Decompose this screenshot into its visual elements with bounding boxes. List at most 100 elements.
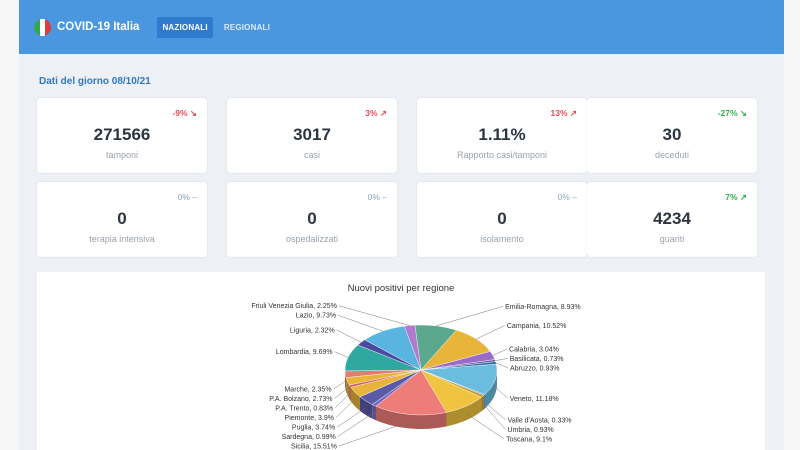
pie-label-lombardia: Lombardia, 9.69% bbox=[276, 349, 333, 356]
pie-label-lazio: Lazio, 9.73% bbox=[296, 313, 336, 320]
pie-label-valle-d-aosta: Valle d'Aosta, 0.33% bbox=[508, 417, 572, 424]
stat-delta: -9% ↘ bbox=[172, 108, 197, 119]
pie-label-leader bbox=[465, 413, 505, 440]
pie-label-leader bbox=[333, 381, 346, 390]
trend-flat-icon: – bbox=[379, 192, 387, 202]
chart-panel: Nuovi positivi per regione Emilia-Romagn… bbox=[37, 272, 765, 450]
pie-label-leader bbox=[337, 412, 375, 437]
trend-flat-icon: – bbox=[569, 192, 577, 202]
pie-slice-side-veneto bbox=[484, 370, 497, 409]
stat-label: terapia intensiva bbox=[89, 234, 155, 244]
stat-card-terapia-intensiva: 0% – 0 terapia intensiva bbox=[37, 182, 207, 257]
pie-slice-side-p-a-bolzano bbox=[346, 377, 350, 400]
stat-delta-value: 7% bbox=[725, 192, 738, 202]
stat-delta-value: 0% bbox=[177, 192, 190, 202]
pie-label-leader bbox=[482, 403, 506, 430]
stat-delta: 0% – bbox=[368, 192, 387, 202]
pie-slice-side-marche bbox=[345, 370, 347, 392]
pie-label-leader bbox=[484, 401, 506, 421]
pie-label-leader bbox=[336, 329, 362, 343]
pie-slice-side-sicilia bbox=[375, 406, 447, 429]
stat-label: casi bbox=[303, 150, 320, 160]
pie-label-leader bbox=[492, 348, 508, 356]
stat-delta-value: -27% bbox=[717, 108, 738, 118]
pie-label-toscana: Toscana, 9.1% bbox=[506, 436, 552, 443]
trend-up-icon: ↗ bbox=[737, 192, 747, 202]
pie-slice-sicilia[interactable] bbox=[375, 369, 447, 416]
pie-label-leader bbox=[338, 305, 410, 326]
trend-down-icon: ↘ bbox=[737, 108, 747, 118]
pie-label-marche: Marche, 2.35% bbox=[284, 387, 331, 394]
stat-value: 1.11% bbox=[478, 125, 526, 144]
pie-label-sicilia: Sicilia, 15.51% bbox=[291, 444, 337, 450]
pie-label-piemonte: Piemonte, 3.9% bbox=[285, 415, 334, 422]
stat-card-deceduti: -27% ↘ 30 deceduti bbox=[587, 98, 757, 173]
app-container: COVID-19 Italia NAZIONALI REGIONALI Dati… bbox=[19, 0, 784, 450]
stat-delta: 0% – bbox=[178, 192, 197, 202]
pie-label-emilia-romagna: Emilia-Romagna, 8.93% bbox=[505, 304, 580, 311]
stat-card-isolamento: 0% – 0 isolamento bbox=[417, 182, 587, 257]
stat-value: 271566 bbox=[93, 125, 151, 144]
stat-label: guariti bbox=[659, 234, 685, 244]
stat-delta-value: 0% bbox=[367, 192, 380, 202]
stat-delta-value: 0% bbox=[557, 192, 570, 202]
stat-label: ospedalizzati bbox=[285, 234, 339, 244]
tab-regionali[interactable]: REGIONALI bbox=[223, 22, 271, 32]
pie-label-leader bbox=[476, 325, 505, 340]
pie-slice-side-piemonte bbox=[350, 387, 360, 411]
stat-card-rapporto-casi-tamponi: 13% ↗ 1.11% Rapporto casi/tamponi bbox=[417, 98, 587, 173]
pie-label-friuli-venezia-giulia: Friuli Venezia Giulia, 2.25% bbox=[251, 303, 337, 310]
stat-value: 0 bbox=[497, 209, 507, 228]
pie-label-leader bbox=[334, 351, 349, 358]
pie-label-calabria: Calabria, 3.04% bbox=[509, 346, 559, 353]
pie-slice-side-sardegna bbox=[372, 404, 376, 421]
pie-label-leader bbox=[336, 407, 366, 428]
stat-delta: -27% ↘ bbox=[718, 108, 747, 119]
stat-value: 0 bbox=[307, 209, 317, 228]
pie-label-leader bbox=[334, 392, 351, 409]
stat-delta: 13% ↗ bbox=[551, 108, 578, 119]
pie-label-leader bbox=[436, 306, 504, 327]
trend-up-icon: ↗ bbox=[567, 108, 577, 118]
stat-label: isolamento bbox=[480, 234, 524, 244]
stat-delta-value: -9% bbox=[172, 108, 188, 118]
pie-label-abruzzo: Abruzzo, 0.93% bbox=[510, 365, 559, 372]
pie-label-leader bbox=[494, 386, 508, 399]
trend-up-icon: ↗ bbox=[377, 108, 387, 118]
stat-value: 0 bbox=[117, 209, 127, 228]
stat-card-ospedalizzati: 0% – 0 ospedalizzati bbox=[227, 182, 397, 257]
stat-delta-value: 13% bbox=[550, 108, 568, 118]
pie-slice-side-umbria bbox=[481, 395, 484, 412]
pie-label-basilicata: Basilicata, 0.73% bbox=[510, 356, 564, 363]
pie-slice-side-toscana bbox=[446, 397, 482, 427]
stat-delta-value: 3% bbox=[365, 108, 378, 118]
pie-label-p-a-bolzano: P.A. Bolzano, 2.73% bbox=[269, 396, 332, 403]
pie-label-veneto: Veneto, 11.18% bbox=[510, 396, 559, 403]
pie-chart: Emilia-Romagna, 8.93% Campania, 10.52% Cal… bbox=[251, 303, 580, 450]
pie-label-leader bbox=[338, 421, 411, 447]
pie-label-sardegna: Sardegna, 0.99% bbox=[282, 434, 336, 441]
pie-label-leader bbox=[335, 399, 356, 418]
trend-down-icon: ↘ bbox=[187, 108, 197, 118]
stat-label: tamponi bbox=[105, 150, 139, 160]
app-title[interactable]: COVID-19 Italia bbox=[57, 21, 140, 33]
pie-label-puglia: Puglia, 3.74% bbox=[292, 425, 335, 432]
tab-nazionali[interactable]: NAZIONALI bbox=[157, 16, 213, 38]
stat-delta: 0% – bbox=[558, 192, 577, 202]
italy-flag-icon bbox=[34, 18, 51, 36]
pie-label-leader bbox=[495, 362, 509, 369]
stat-card-tamponi: -9% ↘ 271566 tamponi bbox=[37, 98, 207, 173]
stat-delta: 7% ↗ bbox=[725, 192, 747, 203]
trend-flat-icon: – bbox=[189, 192, 197, 202]
pie-label-leader bbox=[334, 388, 348, 399]
pie-label-umbria: Umbria, 0.93% bbox=[507, 427, 553, 434]
stat-value: 4234 bbox=[653, 209, 691, 228]
chart-title: Nuovi positivi per regione bbox=[347, 283, 455, 294]
top-navbar: COVID-19 Italia NAZIONALI REGIONALI bbox=[19, 0, 784, 54]
pie-label-p-a-trento: P.A. Trento, 0.83% bbox=[275, 406, 333, 413]
stat-label: Rapporto casi/tamponi bbox=[456, 150, 548, 160]
stat-card-casi: 3% ↗ 3017 casi bbox=[227, 98, 397, 173]
section-title: Dati del giorno 08/10/21 bbox=[39, 76, 151, 87]
stat-value: 30 bbox=[662, 125, 682, 144]
pie-label-liguria: Liguria, 2.32% bbox=[290, 327, 335, 334]
